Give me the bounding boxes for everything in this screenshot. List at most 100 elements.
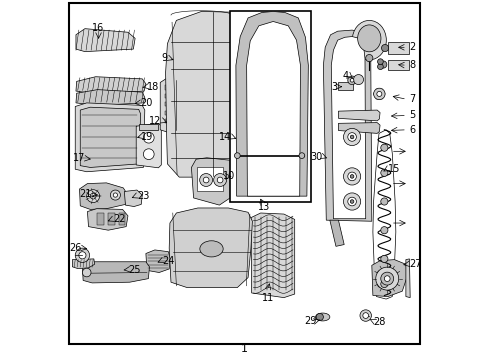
Circle shape: [316, 314, 323, 320]
Polygon shape: [160, 77, 190, 134]
Text: 24: 24: [163, 256, 175, 266]
Bar: [97, 213, 104, 225]
Circle shape: [343, 168, 360, 185]
Polygon shape: [191, 158, 230, 205]
Polygon shape: [165, 12, 261, 177]
Ellipse shape: [200, 241, 223, 257]
Text: 21: 21: [80, 189, 92, 199]
Bar: [387, 59, 408, 70]
Circle shape: [347, 76, 356, 85]
Text: 20: 20: [140, 98, 153, 108]
Circle shape: [380, 226, 387, 234]
Polygon shape: [405, 259, 409, 298]
Circle shape: [343, 193, 360, 210]
Text: 14: 14: [218, 132, 230, 142]
Ellipse shape: [357, 25, 380, 52]
Circle shape: [376, 91, 381, 96]
Bar: [164, 102, 184, 107]
Polygon shape: [87, 209, 128, 230]
Text: 26: 26: [69, 243, 81, 253]
Circle shape: [381, 44, 388, 51]
Polygon shape: [80, 107, 140, 167]
Circle shape: [203, 177, 208, 183]
Polygon shape: [329, 220, 344, 246]
Polygon shape: [235, 12, 308, 196]
Polygon shape: [338, 110, 379, 121]
Circle shape: [365, 54, 372, 62]
Bar: [164, 85, 184, 90]
Text: 8: 8: [408, 60, 415, 70]
Bar: [197, 167, 223, 192]
Text: 27: 27: [408, 259, 421, 269]
Circle shape: [380, 280, 387, 288]
Ellipse shape: [351, 21, 386, 60]
Bar: [387, 41, 408, 54]
Bar: [164, 94, 184, 98]
Circle shape: [359, 310, 371, 321]
Polygon shape: [250, 213, 294, 298]
Text: 2: 2: [408, 42, 415, 52]
Circle shape: [298, 153, 304, 158]
Circle shape: [82, 268, 91, 277]
Polygon shape: [246, 22, 300, 196]
Polygon shape: [75, 103, 144, 172]
Circle shape: [353, 75, 363, 85]
Polygon shape: [330, 37, 365, 219]
Text: 4: 4: [342, 71, 348, 81]
Circle shape: [377, 59, 383, 64]
Circle shape: [199, 174, 212, 186]
Circle shape: [79, 252, 86, 259]
Circle shape: [379, 61, 386, 68]
Circle shape: [143, 149, 154, 159]
Polygon shape: [76, 90, 144, 105]
Bar: [230, 12, 310, 202]
Bar: [338, 82, 352, 90]
Text: 17: 17: [72, 153, 85, 163]
Circle shape: [380, 255, 387, 262]
Text: 6: 6: [408, 125, 415, 135]
Circle shape: [349, 200, 353, 203]
Circle shape: [110, 190, 120, 200]
Polygon shape: [145, 250, 169, 273]
Bar: [164, 119, 184, 123]
Circle shape: [384, 276, 389, 282]
Polygon shape: [338, 123, 379, 134]
Circle shape: [375, 267, 398, 290]
Bar: [139, 125, 158, 130]
Circle shape: [380, 272, 393, 285]
Circle shape: [90, 193, 96, 199]
Polygon shape: [82, 262, 149, 283]
Circle shape: [113, 193, 117, 197]
Text: 29: 29: [303, 316, 316, 325]
Text: 1: 1: [241, 343, 247, 354]
Text: 30: 30: [310, 152, 322, 162]
Bar: [119, 213, 125, 225]
Text: 22: 22: [113, 215, 125, 224]
Circle shape: [380, 144, 387, 151]
Circle shape: [213, 174, 226, 186]
Polygon shape: [169, 208, 252, 288]
Text: 23: 23: [137, 191, 149, 201]
Circle shape: [217, 177, 223, 183]
Circle shape: [362, 313, 368, 319]
Circle shape: [143, 132, 154, 143]
Text: 28: 28: [373, 317, 385, 327]
Text: 12: 12: [149, 116, 161, 126]
Text: 15: 15: [387, 164, 400, 174]
Polygon shape: [136, 123, 161, 168]
Text: 9: 9: [161, 53, 167, 63]
Polygon shape: [76, 77, 145, 94]
Circle shape: [349, 175, 353, 178]
Polygon shape: [371, 260, 407, 297]
Circle shape: [343, 129, 360, 145]
Ellipse shape: [315, 313, 329, 321]
Text: 16: 16: [92, 23, 104, 33]
Circle shape: [347, 172, 356, 181]
Polygon shape: [76, 29, 135, 51]
Circle shape: [349, 135, 353, 139]
Text: 3: 3: [330, 82, 336, 92]
Polygon shape: [72, 259, 94, 269]
Circle shape: [349, 78, 353, 82]
Text: 5: 5: [408, 111, 415, 121]
Text: 13: 13: [258, 202, 270, 212]
